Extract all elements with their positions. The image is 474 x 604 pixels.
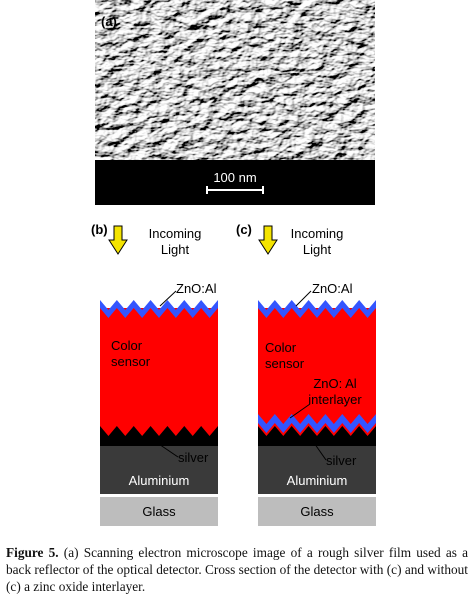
glass-label: Glass — [142, 504, 176, 519]
leader-line — [289, 403, 311, 419]
glass-layer — [100, 497, 218, 526]
light-arrow — [108, 225, 128, 255]
silver-label: silver — [326, 453, 357, 468]
sem-image — [95, 0, 375, 162]
caption-text: (a) Scanning electron microscope image o… — [6, 545, 468, 594]
zno-label: ZnO:Al — [176, 281, 217, 296]
aluminium-label: Aluminium — [128, 473, 190, 488]
glass-label: Glass — [300, 504, 334, 519]
aluminium-layer — [258, 446, 376, 494]
zno-interlayer — [258, 414, 376, 433]
leader-line — [159, 290, 177, 307]
scale-strip — [95, 160, 375, 205]
panel-label: (a) — [101, 14, 117, 29]
scale-label: 100 nm — [213, 170, 257, 185]
silver-layer — [258, 426, 376, 448]
light-arrow — [258, 225, 278, 255]
interlayer-label: ZnO: Al interlayer — [308, 376, 362, 407]
sensor-label: Color sensor — [111, 338, 151, 369]
silver-layer — [100, 426, 218, 448]
aluminium-layer — [100, 446, 218, 494]
silver-label: silver — [178, 450, 209, 465]
layer-diagrams — [100, 225, 376, 526]
panel-label: (b) — [91, 222, 108, 237]
caption-label: Figure 5. — [6, 545, 59, 560]
zno-layer — [100, 300, 218, 318]
aluminium-label: Aluminium — [286, 473, 348, 488]
sensor-label: Color sensor — [265, 340, 305, 371]
zno-label: ZnO:Al — [312, 281, 353, 296]
leader-line — [149, 437, 179, 458]
leader-line — [295, 290, 312, 307]
panel-label: (c) — [236, 222, 252, 237]
glass-layer — [258, 497, 376, 526]
leader-line — [311, 439, 327, 461]
light-label: Incoming Light — [148, 226, 202, 257]
zno-layer — [258, 300, 376, 318]
caption: Figure 5. (a) Scanning electron microsco… — [6, 544, 468, 595]
color-sensor-layer — [258, 308, 376, 438]
light-label: Incoming Light — [290, 226, 344, 257]
color-sensor-layer — [100, 308, 218, 438]
